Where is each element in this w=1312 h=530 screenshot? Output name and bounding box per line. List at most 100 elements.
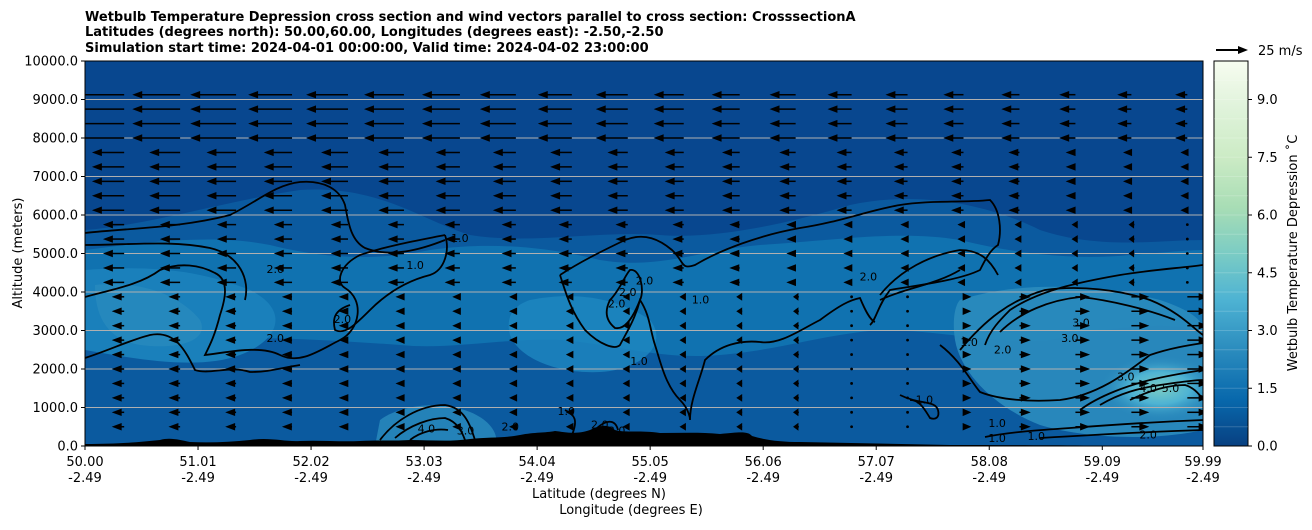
wind-vector-head (729, 278, 740, 287)
wind-vector (850, 425, 853, 429)
y-axis-label: Altitude (meters) (11, 198, 26, 309)
wind-vector-head (729, 264, 740, 272)
wind-vector-head (102, 249, 113, 258)
wind-vector-head (550, 148, 561, 157)
wind-vector-head (1080, 350, 1091, 359)
wind-vector-head (216, 235, 227, 243)
wind-vector-head (225, 379, 236, 388)
contour-line (564, 409, 576, 436)
wind-vector-head (1001, 119, 1012, 128)
wind-vector-head (1180, 177, 1189, 186)
wind-vector-head (1020, 365, 1031, 373)
x-tick-label-latitude: 56.06 (745, 455, 782, 470)
wind-vector-head (168, 379, 179, 388)
wind-vector-head (711, 134, 722, 142)
wind-vector-head (565, 422, 574, 431)
wind-vector-head (843, 278, 853, 287)
wind-vector-head (501, 235, 512, 243)
wind-vector-head (622, 307, 630, 316)
wind-vector-head (622, 321, 630, 330)
wind-vector-head (248, 105, 259, 113)
wind-vector-head (672, 249, 683, 258)
wind-vector-head (962, 336, 972, 344)
wind-vector-head (338, 423, 349, 431)
wind-vector-head (273, 220, 284, 229)
wind-vector-head (501, 278, 512, 287)
wind-vector-head (793, 379, 799, 388)
wind-vector-head (793, 365, 799, 373)
wind-vector-head (281, 293, 292, 301)
wind-vector-head (1001, 105, 1012, 113)
contour-line (605, 269, 643, 330)
wind-vector-head (149, 192, 160, 200)
wind-vector-head (943, 105, 954, 113)
x-tick-label-latitude: 59.09 (1084, 455, 1121, 470)
colorbar-gradient (1213, 60, 1249, 447)
wind-vector-head (1139, 379, 1150, 388)
wind-vector-head (565, 379, 574, 388)
wind-vector-head (836, 192, 847, 200)
x-axis: 50.00-2.4951.01-2.4952.02-2.4953.03-2.49… (66, 446, 1222, 486)
x-tick-label-latitude: 52.02 (292, 455, 329, 470)
wind-vector-head (607, 177, 618, 186)
wind-vector-head (664, 177, 675, 186)
wind-vector-head (1128, 263, 1135, 272)
wind-vector-head (786, 235, 796, 243)
wind-vector-head (190, 134, 201, 142)
wind-vector-head (721, 163, 732, 171)
wind-vector-head (378, 177, 389, 186)
wind-vector-head (102, 235, 113, 243)
wind-vector-head (248, 90, 259, 99)
wind-vector-head (452, 307, 461, 316)
wind-vector-head (957, 249, 966, 258)
wind-vector-head (962, 321, 972, 330)
wind-vector-head (338, 394, 349, 402)
wind-vector-head (338, 321, 349, 330)
wind-vector-head (330, 220, 341, 229)
wind-vector-head (1080, 423, 1091, 431)
wind-vector-head (779, 163, 790, 171)
plot-area: 2.02.02.01.01.02.02.02.01.01.02.01.01.02… (85, 61, 1203, 446)
wind-vector-head (111, 423, 122, 431)
wind-vector-head (1139, 321, 1150, 330)
contour-line (409, 428, 449, 441)
wind-vector-head (836, 148, 847, 157)
wind-vector-head (421, 105, 432, 113)
x-axis-label-latitude: Latitude (degrees N) (532, 487, 666, 502)
wind-vector (850, 295, 853, 299)
contour-label: 1.0 (988, 432, 1006, 445)
wind-vector-head (225, 293, 236, 301)
contour-line (879, 269, 961, 301)
wind-vector-head (550, 177, 561, 186)
wind-vector-head (565, 365, 574, 373)
y-tick-label: 1000.0 (33, 401, 79, 416)
wind-vector-head (679, 393, 686, 402)
wind-vector-head (736, 292, 743, 301)
wind-vector-head (364, 119, 374, 128)
contour-line (394, 417, 466, 441)
x-tick-label-longitude: -2.49 (633, 471, 667, 486)
wind-vector-head (653, 105, 664, 113)
wind-vector-head (679, 365, 686, 373)
contour-line (85, 242, 248, 301)
wind-vector-head (216, 249, 227, 258)
wind-vector-head (779, 177, 790, 186)
contour-line (85, 234, 446, 360)
wind-vector-head (452, 394, 461, 402)
wind-vector-head (721, 206, 732, 214)
wind-vector-head (1001, 134, 1012, 142)
wind-vector-head (452, 408, 461, 417)
wind-vector-head (558, 220, 569, 229)
wind-vector-head (1198, 423, 1203, 431)
wind-reference-label: 25 m/s (1258, 44, 1303, 59)
colorbar-tick-label: 0.0 (1257, 440, 1278, 455)
wind-vector-head (1198, 336, 1203, 344)
wind-vector-head (622, 336, 630, 344)
wind-vector-head (779, 192, 790, 200)
wind-vector-head (1020, 408, 1031, 417)
wind-vector-head (338, 293, 349, 301)
wind-vector-head (91, 177, 102, 186)
wind-vector-head (452, 293, 461, 301)
wind-vector-head (1071, 264, 1078, 272)
wind-vector-head (395, 293, 405, 301)
